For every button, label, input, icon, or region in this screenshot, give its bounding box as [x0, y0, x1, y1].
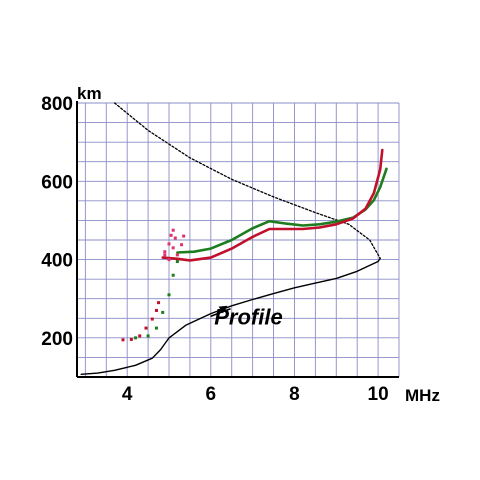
- series-6-point: [171, 228, 175, 232]
- series-6-point: [180, 243, 184, 247]
- x-tick-label: 6: [206, 384, 217, 405]
- grid-lines: [77, 102, 400, 377]
- series-6-point: [182, 234, 186, 238]
- series-3-point: [171, 273, 175, 277]
- x-axis-unit-label: MHz: [405, 386, 440, 405]
- y-axis-unit-label: km: [77, 84, 102, 103]
- series-0-line: [80, 257, 381, 375]
- y-tick-label: 800: [41, 94, 73, 115]
- series-3-point: [161, 310, 165, 314]
- series-6-point: [169, 233, 173, 237]
- y-tick-label: 600: [41, 172, 73, 193]
- series-3-point: [134, 336, 138, 340]
- x-tick-label: 8: [289, 384, 300, 405]
- series-6-point: [167, 242, 171, 246]
- series-3-point: [146, 334, 150, 338]
- series-5-point: [138, 334, 142, 338]
- series-6-point: [173, 236, 177, 240]
- annotation-arrow-head: [218, 305, 228, 314]
- series-6-point: [171, 246, 175, 250]
- series-5-point: [150, 317, 154, 321]
- series-4-line: [161, 148, 384, 262]
- series-3-point: [167, 293, 171, 297]
- series-5-point: [154, 308, 158, 312]
- tick-labels: 4 6 8 10 200 400 600 800: [41, 94, 388, 405]
- series-6-point: [163, 250, 167, 254]
- series-2-line: [176, 167, 388, 254]
- series-6-point: [167, 258, 171, 262]
- series-5-point: [157, 301, 161, 305]
- series-6-point: [163, 253, 167, 257]
- annotation: Profile: [210, 304, 283, 329]
- series-3-point: [175, 260, 179, 264]
- y-tick-label: 400: [41, 251, 73, 272]
- series-5-point: [129, 337, 133, 341]
- y-tick-label: 200: [41, 329, 73, 350]
- series-1-line: [113, 102, 381, 260]
- x-tick-label: 4: [122, 384, 133, 405]
- data-series: [80, 102, 388, 375]
- series-5-point: [144, 326, 148, 330]
- axes: [76, 101, 399, 378]
- series-6-point: [175, 253, 179, 257]
- annotation-arrow-shaft: [210, 308, 231, 318]
- series-3-point: [154, 326, 158, 330]
- x-tick-label: 10: [368, 384, 389, 405]
- series-5-point: [121, 338, 125, 342]
